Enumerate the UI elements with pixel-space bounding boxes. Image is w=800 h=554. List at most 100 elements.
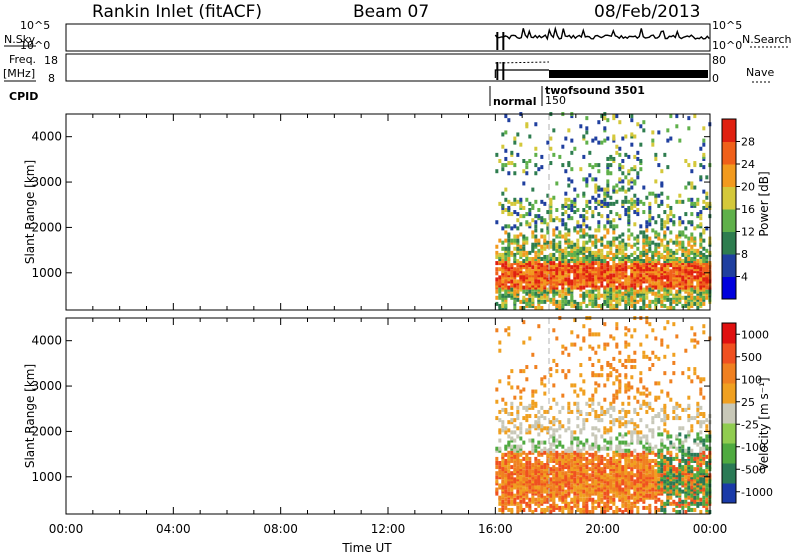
data-cell — [669, 465, 673, 470]
data-cell — [693, 438, 697, 443]
data-cell — [555, 477, 559, 482]
data-cell — [573, 477, 577, 482]
data-cell — [627, 465, 631, 470]
data-cell — [552, 465, 556, 470]
data-cell — [669, 273, 673, 278]
data-cell — [624, 456, 628, 461]
data-cell — [576, 456, 580, 461]
data-cell — [552, 485, 556, 490]
data-cell — [549, 442, 553, 447]
data-cell — [633, 365, 637, 370]
data-cell — [504, 463, 508, 468]
data-cell — [690, 458, 694, 463]
data-cell — [681, 199, 685, 204]
data-cell — [498, 497, 502, 502]
data-cell — [696, 503, 700, 508]
data-cell — [630, 475, 634, 480]
data-cell — [588, 473, 592, 478]
data-cell — [597, 291, 601, 296]
data-cell — [516, 505, 520, 510]
data-cell — [537, 499, 541, 504]
data-cell — [630, 167, 634, 172]
data-cell — [675, 273, 679, 278]
data-cell — [597, 169, 601, 174]
data-cell — [612, 475, 616, 480]
data-cell — [645, 477, 649, 482]
data-cell — [495, 448, 499, 453]
data-cell — [564, 203, 568, 208]
data-cell — [651, 250, 655, 255]
data-cell — [525, 428, 529, 433]
data-cell — [660, 242, 664, 247]
data-cell — [534, 163, 538, 168]
data-cell — [702, 277, 706, 282]
data-cell — [522, 238, 526, 243]
data-cell — [549, 426, 553, 431]
data-cell — [672, 456, 676, 461]
data-cell — [567, 301, 571, 306]
data-cell — [606, 163, 610, 168]
data-cell — [657, 414, 661, 419]
data-cell — [534, 293, 538, 298]
data-cell — [549, 458, 553, 463]
data-cell — [540, 479, 544, 484]
data-cell — [567, 407, 571, 412]
data-cell — [693, 163, 697, 168]
data-cell — [693, 252, 697, 257]
data-cell — [705, 269, 709, 274]
data-cell — [555, 226, 559, 231]
data-cell — [627, 285, 631, 290]
data-cell — [552, 279, 556, 284]
data-cell — [573, 303, 577, 308]
data-cell — [507, 450, 511, 455]
data-cell — [597, 193, 601, 198]
data-cell — [624, 501, 628, 506]
data-cell — [570, 477, 574, 482]
data-cell — [597, 477, 601, 482]
data-cell — [597, 263, 601, 268]
data-cell — [561, 273, 565, 278]
data-cell — [702, 281, 706, 286]
data-cell — [609, 163, 613, 168]
data-cell — [654, 493, 658, 498]
data-cell — [615, 250, 619, 255]
data-cell — [507, 246, 511, 251]
data-cell — [666, 291, 670, 296]
data-cell — [612, 501, 616, 506]
data-cell — [576, 252, 580, 257]
data-cell — [540, 257, 544, 261]
data-cell — [528, 505, 532, 510]
data-cell — [570, 448, 574, 453]
data-cell — [702, 261, 706, 266]
data-cell — [681, 281, 685, 286]
data-cell — [561, 222, 565, 227]
data-cell — [666, 285, 670, 290]
data-cell — [672, 214, 676, 219]
data-cell — [627, 354, 631, 359]
data-cell — [690, 479, 694, 484]
data-cell — [606, 489, 610, 494]
data-cell — [525, 122, 529, 127]
data-cell — [525, 456, 529, 461]
data-cell — [699, 297, 703, 302]
data-cell — [594, 381, 598, 386]
data-cell — [573, 485, 577, 490]
data-cell — [690, 283, 694, 288]
data-cell — [687, 456, 691, 461]
data-cell — [642, 269, 646, 274]
data-cell — [615, 505, 619, 510]
data-cell — [660, 285, 664, 290]
data-cell — [621, 240, 625, 245]
data-cell — [528, 473, 532, 478]
data-cell — [531, 481, 535, 486]
data-cell — [666, 499, 670, 504]
data-cell — [552, 493, 556, 498]
data-cell — [678, 497, 682, 502]
data-cell — [501, 467, 505, 472]
data-cell — [621, 244, 625, 249]
data-cell — [498, 473, 502, 478]
data-cell — [501, 269, 505, 274]
data-cell — [702, 469, 706, 474]
data-cell — [669, 250, 673, 255]
